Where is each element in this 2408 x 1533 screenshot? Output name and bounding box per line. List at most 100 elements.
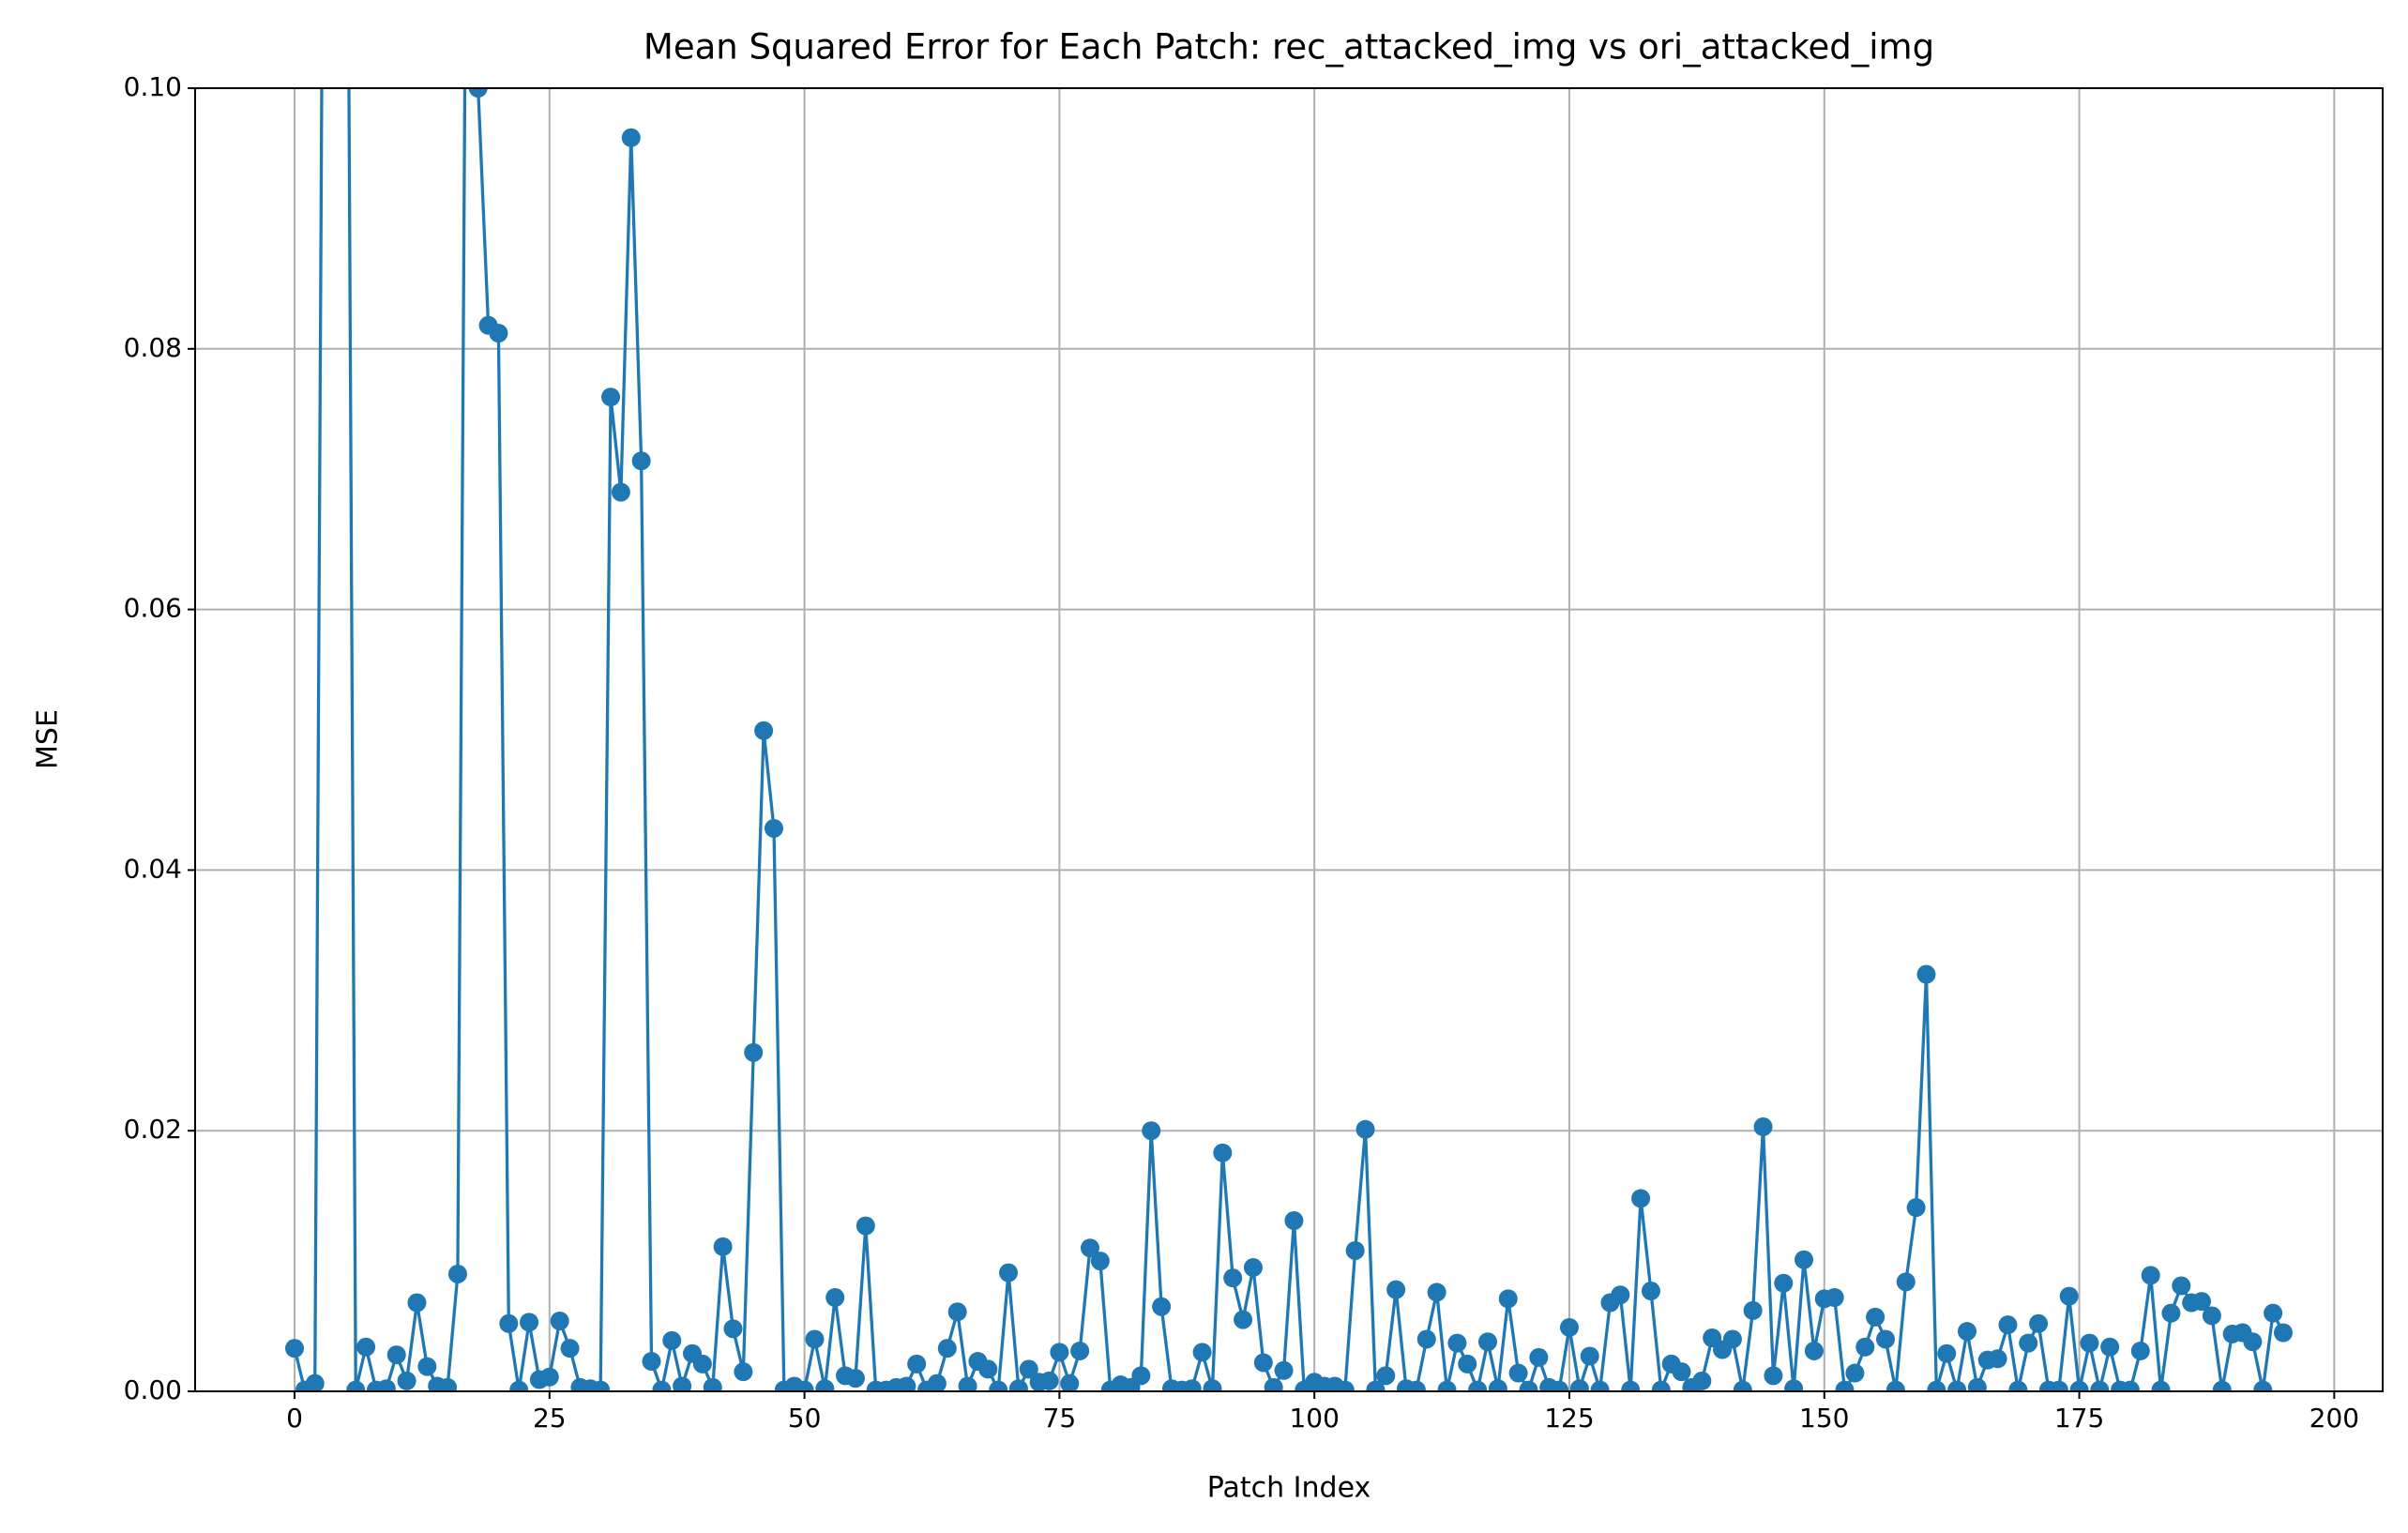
data-point	[1039, 1371, 1059, 1390]
data-point	[673, 1376, 692, 1391]
data-point	[1060, 1374, 1080, 1391]
data-point	[1192, 1343, 1212, 1362]
data-point	[1569, 1379, 1589, 1391]
data-point	[1386, 1280, 1406, 1299]
data-point	[2212, 1380, 2232, 1391]
data-point	[1223, 1268, 1243, 1288]
data-point	[1804, 1341, 1824, 1360]
data-point	[2264, 1303, 2283, 1323]
data-point	[438, 1377, 458, 1391]
data-point	[356, 1337, 376, 1357]
data-point	[489, 324, 508, 343]
data-point	[499, 1313, 519, 1333]
data-point	[468, 88, 488, 98]
data-point	[1825, 1287, 1844, 1307]
data-point	[1559, 1317, 1579, 1337]
data-point	[897, 1376, 916, 1391]
data-point	[305, 1374, 325, 1391]
data-point	[1784, 1379, 1804, 1391]
data-point	[1631, 1189, 1651, 1208]
data-point	[989, 1380, 1008, 1391]
data-point	[927, 1374, 947, 1391]
y-tick-label: 0.04	[124, 853, 182, 884]
data-point	[1274, 1360, 1294, 1380]
data-point	[417, 1357, 437, 1376]
y-tick-label: 0.00	[124, 1374, 182, 1405]
data-point	[856, 1216, 875, 1236]
data-point	[1529, 1347, 1549, 1367]
data-point	[346, 1380, 366, 1391]
data-point	[1845, 1363, 1865, 1383]
data-point	[662, 1330, 682, 1350]
data-point	[2274, 1323, 2293, 1343]
data-point	[713, 1237, 733, 1256]
data-point	[1447, 1333, 1467, 1353]
data-point	[2141, 1266, 2160, 1285]
data-point	[1376, 1366, 1396, 1386]
data-line	[293, 88, 2285, 1391]
data-point	[591, 1380, 611, 1391]
data-point	[1437, 1380, 1457, 1391]
data-point	[2161, 1303, 2181, 1323]
data-point	[2019, 1333, 2038, 1353]
x-tick-label: 50	[788, 1403, 822, 1434]
data-point	[1203, 1379, 1222, 1391]
data-point	[2130, 1341, 2150, 1360]
data-point	[1937, 1343, 1957, 1363]
data-point	[2100, 1337, 2120, 1357]
data-point	[723, 1319, 743, 1339]
data-point	[2202, 1306, 2221, 1326]
data-point	[1152, 1297, 1172, 1316]
x-tick-label: 100	[1289, 1403, 1339, 1434]
data-point	[1947, 1380, 1967, 1391]
data-point	[2243, 1332, 2263, 1352]
data-point	[1243, 1258, 1263, 1278]
y-tick-label: 0.08	[124, 332, 182, 363]
data-point	[1182, 1379, 1202, 1391]
data-point	[1008, 1379, 1028, 1391]
data-point	[509, 1380, 529, 1391]
data-point	[1957, 1322, 1976, 1342]
data-point	[1550, 1380, 1569, 1391]
data-point	[376, 1379, 396, 1391]
data-point	[1886, 1380, 1905, 1391]
data-point	[1355, 1119, 1375, 1139]
x-tick-label: 175	[2054, 1403, 2104, 1434]
data-point	[692, 1354, 712, 1374]
data-point	[1692, 1371, 1712, 1390]
data-point	[621, 128, 641, 147]
data-point	[999, 1263, 1019, 1283]
data-point	[1253, 1353, 1273, 1373]
data-point	[795, 1380, 814, 1391]
data-point	[1590, 1380, 1610, 1391]
data-point	[1284, 1211, 1304, 1231]
data-point	[2151, 1380, 2171, 1391]
data-point	[1651, 1380, 1671, 1391]
data-point	[1795, 1250, 1814, 1269]
data-point	[1733, 1380, 1752, 1391]
data-point	[744, 1042, 764, 1062]
data-point	[601, 387, 621, 407]
data-point	[764, 818, 783, 838]
data-point	[611, 482, 630, 502]
data-point	[1580, 1346, 1599, 1366]
x-tick-label: 0	[286, 1403, 303, 1434]
data-point	[734, 1362, 753, 1382]
data-point	[1131, 1366, 1151, 1386]
data-point	[2172, 1276, 2191, 1296]
data-point	[754, 721, 774, 740]
x-tick-label: 25	[533, 1403, 567, 1434]
data-point	[1335, 1380, 1355, 1391]
data-point	[2059, 1286, 2079, 1306]
data-point	[1019, 1359, 1038, 1379]
data-point	[1458, 1354, 1477, 1374]
axes: 0 25 50 75 100 125 150 175 200 0.00 0.02 0.04 0.06 0.…	[124, 71, 2359, 1434]
data-point	[2080, 1333, 2099, 1353]
data-point	[1345, 1240, 1365, 1260]
data-point	[1406, 1380, 1426, 1391]
plot-frame	[194, 87, 2384, 1392]
data-point	[560, 1339, 580, 1358]
data-point	[947, 1302, 967, 1322]
data-point	[2049, 1380, 2068, 1391]
